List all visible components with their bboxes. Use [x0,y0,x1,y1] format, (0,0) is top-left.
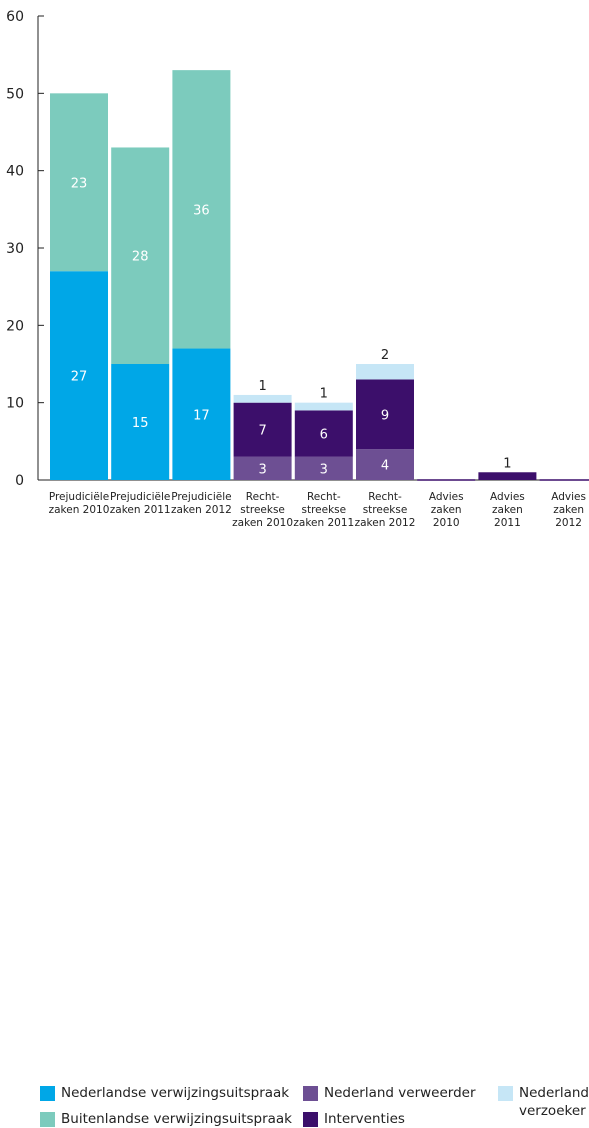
bar-segment [233,456,292,480]
data-label: 27 [71,370,88,385]
data-label: 28 [132,250,149,265]
legend-label: Nederland verweerder [324,1085,476,1101]
x-tick-label: zaken 2012 [355,517,416,529]
x-tick-label: 2012 [555,517,582,529]
x-tick-label: Prejudiciële [171,491,231,503]
bar-segment [356,379,414,450]
legend-swatch [498,1086,513,1101]
data-label: 15 [132,416,149,431]
y-tick-label: 60 [6,9,24,25]
x-tick-label: Recht- [246,491,280,503]
data-label: 36 [193,203,210,218]
y-tick-label: 10 [6,396,24,412]
x-tick-label: streekse [363,504,408,516]
x-tick-label: Prejudiciële [49,491,109,503]
data-label: 6 [320,428,328,443]
bar-segment [233,402,292,457]
legend-label: Nederlandse verwijzingsuitspraak [61,1085,290,1101]
legend-item-buitenlandse-verwijzingsuitspraak: Buitenlandse verwijzingsuitspraak [40,1110,292,1128]
legend-item-nederlandse-verwijzingsuitspraak: Nederlandse verwijzingsuitspraak [40,1084,289,1102]
chart: 0 10 20 30 40 50 60 27 23 Prejudiciële zaken 2010 1… [6,9,589,1127]
bar-segment [233,394,292,403]
bar-segment [172,348,231,480]
x-tick-label: Prejudiciële [110,491,170,503]
x-tick-label: Recht- [307,491,341,503]
bar-segment [478,472,537,480]
data-label: 3 [258,462,266,477]
x-tick-label: zaken 2010 [49,504,110,516]
x-tick-label: Advies [490,491,525,503]
legend-swatch [303,1112,318,1127]
legend-swatch [303,1086,318,1101]
data-label: 1 [503,456,511,471]
x-tick-label: zaken [431,504,462,516]
x-tick-label: streekse [301,504,346,516]
x-tick-label: zaken [553,504,584,516]
data-label: 1 [320,387,328,402]
legend-label: Interventies [324,1111,405,1127]
bar-segment [294,410,353,457]
legend-item-interventies: Interventies [303,1110,405,1128]
data-label: 1 [258,379,266,394]
x-tick-label: Advies [551,491,586,503]
bar-segment [294,456,353,480]
bar-segment [50,271,108,480]
x-tick-label: zaken 2012 [171,504,232,516]
x-tick-label: streekse [240,504,285,516]
legend-swatch [40,1086,55,1101]
legend-item-nederland-verweerder: Nederland verweerder [303,1084,476,1102]
legend-item-nederland-verzoeker: Nederland verzoeker [498,1084,589,1120]
y-tick-label: 40 [6,164,24,180]
data-label: 17 [193,408,210,423]
data-label: 4 [381,459,389,474]
data-label: 7 [258,424,266,439]
bar-segment [50,93,108,272]
data-label: 2 [381,348,389,363]
data-label: 23 [71,176,88,191]
y-tick-label: 0 [15,473,24,489]
y-tick-label: 30 [6,241,24,257]
x-tick-label: zaken [492,504,523,516]
legend-swatch [40,1112,55,1127]
x-tick-label: zaken 2011 [293,517,354,529]
legend-label: Nederland verzoeker [519,1085,589,1119]
y-tick-label: 20 [6,318,24,334]
x-tick-label: Advies [429,491,464,503]
bar-segment [172,70,231,349]
bar-segment [356,449,414,480]
data-label: 3 [320,462,328,477]
legend-label: Buitenlandse verwijzingsuitspraak [61,1111,293,1127]
data-label: 9 [381,408,389,423]
x-tick-label: zaken 2010 [232,517,293,529]
x-tick-label: 2010 [433,517,460,529]
x-tick-label: Recht- [368,491,402,503]
bar-segment [294,402,353,411]
bar-segment [111,147,170,364]
x-tick-label: 2011 [494,517,521,529]
x-tick-label: zaken 2011 [110,504,171,516]
y-tick-label: 50 [6,86,24,102]
bar-segment [356,364,414,380]
bar-segment [111,364,170,480]
